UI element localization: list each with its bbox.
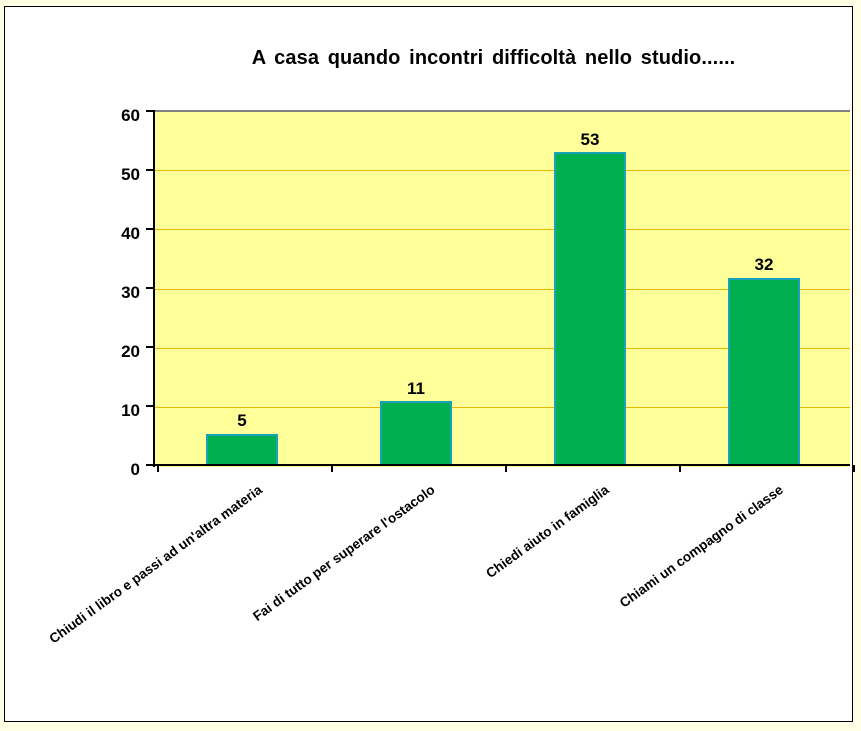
bar-chiudi-libro bbox=[206, 434, 278, 466]
gridline-50 bbox=[154, 170, 850, 171]
ytick-10 bbox=[146, 405, 154, 407]
ytick-label-10: 10 bbox=[121, 401, 140, 420]
gridline-40 bbox=[154, 229, 850, 230]
ytick-20 bbox=[146, 346, 154, 348]
ytick-label-50: 50 bbox=[121, 165, 140, 184]
bar-compagno-classe bbox=[728, 278, 800, 466]
x-axis bbox=[153, 464, 850, 466]
data-label-1: 5 bbox=[237, 411, 247, 430]
ytick-0 bbox=[146, 464, 154, 466]
ytick-label-60: 60 bbox=[121, 106, 140, 125]
gridline-10 bbox=[154, 407, 850, 408]
xtick-2 bbox=[505, 465, 507, 472]
ytick-label-40: 40 bbox=[121, 224, 140, 243]
xtick-4 bbox=[853, 465, 855, 472]
gridline-30 bbox=[154, 289, 850, 290]
ytick-label-30: 30 bbox=[121, 283, 140, 302]
ytick-label-20: 20 bbox=[121, 342, 140, 361]
ytick-60 bbox=[146, 110, 154, 112]
xtick-3 bbox=[679, 465, 681, 472]
y-axis bbox=[153, 110, 155, 467]
ytick-50 bbox=[146, 169, 154, 171]
xtick-1 bbox=[331, 465, 333, 472]
ytick-30 bbox=[146, 287, 154, 289]
data-label-4: 32 bbox=[754, 255, 774, 274]
data-label-3: 53 bbox=[580, 130, 600, 149]
data-label-2: 11 bbox=[407, 379, 425, 398]
gridline-20 bbox=[154, 348, 850, 349]
ytick-40 bbox=[146, 228, 154, 230]
chart-title: A casa quando incontri difficoltà nello … bbox=[251, 47, 736, 69]
xtick-0 bbox=[157, 465, 159, 472]
ytick-label-0: 0 bbox=[130, 460, 140, 479]
bar-aiuto-famiglia bbox=[554, 152, 626, 466]
bar-fai-di-tutto bbox=[380, 401, 452, 466]
